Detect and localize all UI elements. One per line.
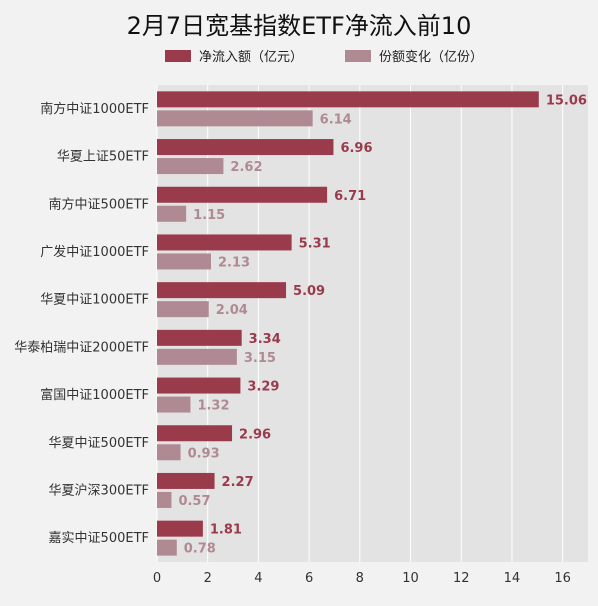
bar-inflow [157, 520, 203, 537]
category-label: 南方中证500ETF [49, 196, 149, 212]
category-label: 华夏中证500ETF [49, 436, 149, 451]
bar-inflow [157, 425, 233, 442]
x-tick-label: 6 [305, 571, 313, 586]
legend-item-inflow: 净流入额（亿元） [165, 46, 303, 65]
category-label: 华夏沪深300ETF [49, 482, 149, 498]
data-label-inflow: 15.06 [546, 93, 587, 108]
data-label-share-change: 3.15 [244, 351, 276, 366]
legend: 净流入额（亿元） 份额变化（亿份） [0, 46, 598, 68]
data-label-share-change: 6.14 [320, 112, 352, 127]
data-label-inflow: 3.29 [247, 380, 279, 395]
data-label-share-change: 1.32 [197, 399, 229, 414]
bar-share-change [157, 444, 181, 461]
chart-title: 2月7日宽基指数ETF净流入前10 [126, 12, 472, 40]
data-label-inflow: 5.31 [299, 236, 331, 251]
data-label-inflow: 1.81 [210, 523, 242, 538]
legend-label-share-change: 份额变化（亿份） [379, 50, 484, 65]
bar-share-change [157, 348, 237, 365]
category-label: 华泰柏瑞中证2000ETF [14, 340, 149, 355]
data-label-inflow: 3.34 [249, 332, 281, 347]
data-label-inflow: 2.96 [239, 427, 271, 442]
bar-share-change [157, 158, 224, 175]
legend-swatch-inflow [165, 49, 191, 62]
legend-item-share-change: 份额变化（亿份） [345, 46, 483, 65]
bar-inflow [157, 91, 539, 108]
data-label-share-change: 2.04 [216, 303, 248, 318]
bar-inflow [157, 329, 242, 346]
bar-inflow [157, 234, 292, 251]
x-tick-label: 16 [554, 571, 571, 586]
data-label-share-change: 0.93 [188, 446, 220, 461]
x-tick-label: 2 [204, 571, 212, 586]
legend-label-inflow: 净流入额（亿元） [199, 50, 304, 65]
category-label: 华夏上证50ETF [57, 150, 149, 165]
x-tick-label: 0 [153, 571, 161, 586]
data-label-inflow: 6.71 [334, 189, 366, 204]
x-tick-label: 12 [453, 571, 470, 586]
x-tick-label: 8 [356, 571, 364, 586]
category-label: 华夏中证1000ETF [40, 293, 149, 308]
bar-share-change [157, 110, 313, 127]
data-label-share-change: 1.15 [193, 208, 225, 223]
data-label-share-change: 0.57 [178, 494, 210, 509]
bar-share-change [157, 253, 212, 270]
category-label: 嘉实中证500ETF [49, 531, 149, 546]
x-tick-label: 14 [504, 571, 521, 586]
x-tick-label: 4 [254, 571, 262, 586]
data-label-share-change: 2.13 [218, 255, 250, 270]
bar-share-change [157, 491, 172, 508]
data-label-share-change: 0.78 [184, 542, 216, 557]
data-label-inflow: 6.96 [340, 141, 372, 156]
data-label-inflow: 5.09 [293, 284, 325, 299]
bar-inflow [157, 282, 287, 299]
data-label-share-change: 2.62 [230, 160, 262, 175]
category-label: 富国中证1000ETF [40, 387, 149, 403]
x-tick-label: 10 [402, 571, 419, 586]
legend-swatch-share-change [345, 49, 371, 62]
bar-share-change [157, 396, 191, 413]
bar-inflow [157, 139, 334, 156]
bar-share-change [157, 301, 209, 318]
category-label: 南方中证1000ETF [40, 101, 149, 117]
bar-share-change [157, 539, 177, 556]
bar-share-change [157, 205, 187, 222]
bar-inflow [157, 472, 215, 489]
data-label-inflow: 2.27 [222, 475, 254, 490]
bar-inflow [157, 377, 241, 394]
category-label: 广发中证1000ETF [40, 244, 149, 260]
bar-inflow [157, 186, 328, 203]
plot-background [157, 85, 588, 562]
